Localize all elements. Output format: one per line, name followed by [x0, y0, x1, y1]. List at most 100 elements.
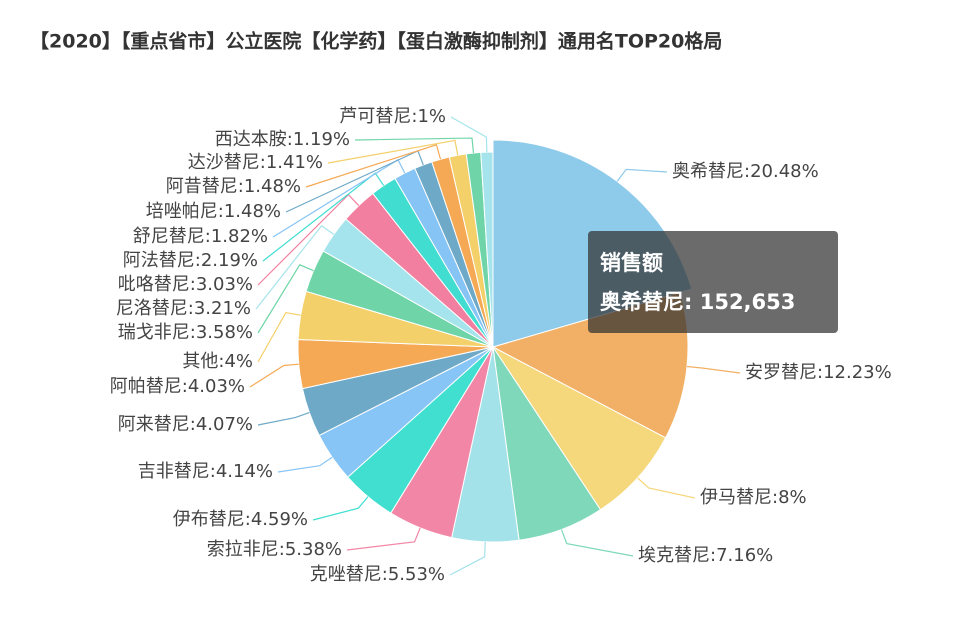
pie-slice: [480, 151, 494, 348]
label-separator: :: [195, 250, 201, 271]
leader-line: [277, 456, 333, 473]
tooltip-text: 奥希替尼: 152,653: [600, 290, 795, 314]
tooltip-name: 奥希替尼: [600, 290, 684, 314]
label-name: 伊马替尼: [700, 487, 772, 508]
label-separator: :: [411, 106, 417, 127]
data-label: 伊布替尼:4.59%: [173, 509, 308, 530]
data-label: 吉非替尼:4.14%: [138, 461, 273, 482]
label-separator: :: [260, 152, 266, 173]
label-separator: :: [190, 414, 196, 435]
label-separator: :: [218, 351, 224, 372]
leader-line: [616, 168, 668, 182]
data-label: 舒尼替尼:1.82%: [133, 226, 268, 247]
label-separator: :: [238, 176, 244, 197]
leader-line: [305, 143, 442, 188]
label-value: 5.53%: [388, 564, 445, 585]
leader-line: [312, 496, 369, 521]
tooltip-title: 销售额: [600, 251, 663, 275]
data-label: 瑞戈非尼:3.58%: [118, 322, 253, 343]
label-value: 3.03%: [196, 274, 253, 295]
data-label: 其他:4%: [182, 351, 253, 372]
label-name: 西达本胺: [215, 129, 287, 150]
label-value: 3.21%: [194, 298, 251, 319]
label-separator: :: [772, 487, 778, 508]
label-name: 尼洛替尼: [116, 298, 188, 319]
label-value: 4.14%: [216, 461, 273, 482]
label-value: 1.19%: [293, 129, 350, 150]
data-label: 克唑替尼:5.53%: [310, 564, 445, 585]
data-label: 阿法替尼:2.19%: [123, 250, 258, 271]
leader-line: [257, 264, 314, 334]
label-value: 4%: [224, 351, 253, 372]
label-separator: :: [710, 545, 716, 566]
data-label: 安罗替尼:12.23%: [745, 362, 892, 383]
label-name: 安罗替尼: [745, 362, 817, 383]
leader-line: [449, 541, 486, 576]
data-label: 吡咯替尼:3.03%: [118, 274, 253, 295]
data-label: 尼洛替尼:3.21%: [116, 298, 251, 319]
leader-line: [249, 363, 299, 388]
tooltip-value: 152,653: [700, 290, 796, 314]
label-separator: :: [245, 509, 251, 530]
leader-line: [255, 224, 335, 310]
label-separator: :: [218, 201, 224, 222]
data-label: 埃克替尼:7.16%: [638, 545, 773, 566]
label-separator: :: [205, 226, 211, 247]
label-value: 3.58%: [196, 322, 253, 343]
chart-title: 【2020】【重点省市】公立医院【化学药】【蛋白激酶抑制剂】通用名TOP20格局: [30, 30, 722, 53]
label-name: 达沙替尼: [188, 152, 260, 173]
label-separator: :: [744, 161, 750, 182]
label-value: 7.16%: [716, 545, 773, 566]
label-separator: :: [190, 322, 196, 343]
data-label: 索拉非尼:5.38%: [207, 539, 342, 560]
label-value: 2.19%: [201, 250, 258, 271]
label-value: 4.03%: [188, 376, 245, 397]
data-label: 伊马替尼:8%: [700, 487, 807, 508]
label-name: 阿法替尼: [123, 250, 195, 271]
tooltip-separator: :: [684, 290, 700, 314]
label-name: 埃克替尼: [638, 545, 710, 566]
label-name: 瑞戈非尼: [118, 322, 190, 343]
label-name: 其他: [182, 351, 218, 372]
label-value: 1.41%: [266, 152, 323, 173]
data-label: 阿来替尼:4.07%: [118, 414, 253, 435]
leader-line: [327, 139, 459, 164]
label-separator: :: [382, 564, 388, 585]
label-name: 阿昔替尼: [166, 176, 238, 197]
label-separator: :: [188, 298, 194, 319]
leader-line: [686, 365, 741, 374]
data-label: 达沙替尼:1.41%: [188, 152, 323, 173]
label-value: 1.48%: [244, 176, 301, 197]
label-name: 吉非替尼: [138, 461, 210, 482]
label-name: 培唑帕尼: [146, 201, 218, 222]
label-value: 4.07%: [196, 414, 253, 435]
label-separator: :: [287, 129, 293, 150]
label-separator: :: [182, 376, 188, 397]
data-label: 阿昔替尼:1.48%: [166, 176, 301, 197]
label-value: 1%: [417, 106, 446, 127]
label-name: 阿帕替尼: [110, 376, 182, 397]
label-name: 克唑替尼: [310, 564, 382, 585]
label-value: 8%: [778, 487, 807, 508]
data-label: 西达本胺:1.19%: [215, 129, 350, 150]
leader-line: [354, 137, 475, 154]
label-name: 索拉非尼: [207, 539, 279, 560]
label-name: 芦可替尼: [339, 106, 411, 127]
label-name: 奥希替尼: [672, 161, 744, 182]
leader-line: [257, 411, 310, 426]
pie-slice: [492, 346, 667, 511]
leader-line: [346, 527, 421, 551]
label-value: 12.23%: [823, 362, 892, 383]
data-label: 培唑帕尼:1.48%: [146, 201, 281, 222]
leader-line: [257, 312, 301, 363]
label-value: 20.48%: [750, 161, 819, 182]
label-value: 4.59%: [251, 509, 308, 530]
label-separator: :: [210, 461, 216, 482]
label-name: 阿来替尼: [118, 414, 190, 435]
label-name: 吡咯替尼: [118, 274, 190, 295]
label-value: 5.38%: [285, 539, 342, 560]
label-separator: :: [279, 539, 285, 560]
data-label: 阿帕替尼:4.03%: [110, 376, 245, 397]
